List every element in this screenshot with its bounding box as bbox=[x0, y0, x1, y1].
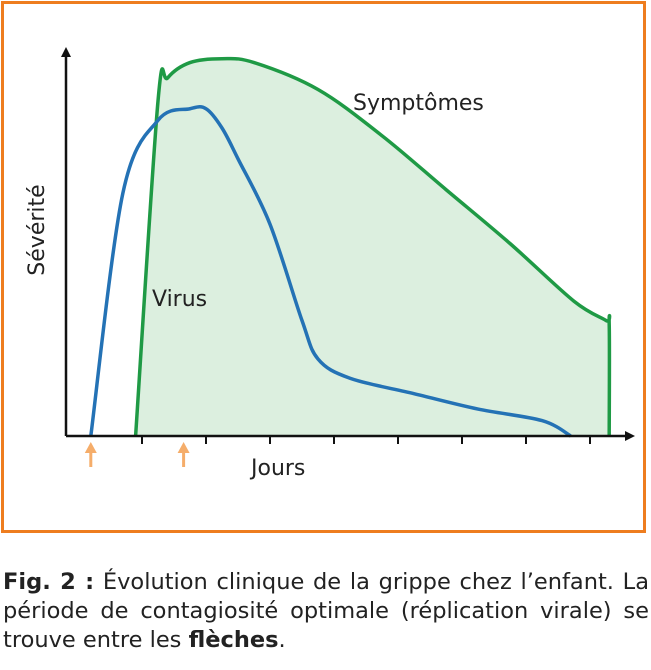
contagion-arrows bbox=[84, 442, 190, 467]
y-axis-label: Sévérité bbox=[25, 184, 50, 275]
chart: Symptômes Virus Jours Sévérité bbox=[25, 47, 635, 481]
axes bbox=[61, 47, 635, 441]
symptomes-label: Symptômes bbox=[353, 91, 484, 116]
caption-text: Évolution clinique de la grippe chez l’e… bbox=[3, 569, 649, 653]
caption-prefix: Fig. 2 : bbox=[3, 569, 95, 595]
caption-bold-end: flèches bbox=[188, 627, 279, 653]
x-axis-label: Jours bbox=[249, 456, 305, 481]
chart-frame bbox=[1, 1, 646, 533]
virus-line bbox=[89, 105, 572, 438]
virus-label: Virus bbox=[152, 287, 207, 312]
contagion-arrow-2 bbox=[177, 442, 190, 467]
figure-caption: Fig. 2 : Évolution clinique de la grippe… bbox=[3, 568, 649, 655]
symptomes-line bbox=[133, 56, 612, 437]
contagion-arrow-1 bbox=[84, 442, 97, 467]
caption-end: . bbox=[278, 627, 286, 653]
symptomes-area bbox=[135, 58, 610, 437]
x-ticks bbox=[141, 436, 591, 444]
